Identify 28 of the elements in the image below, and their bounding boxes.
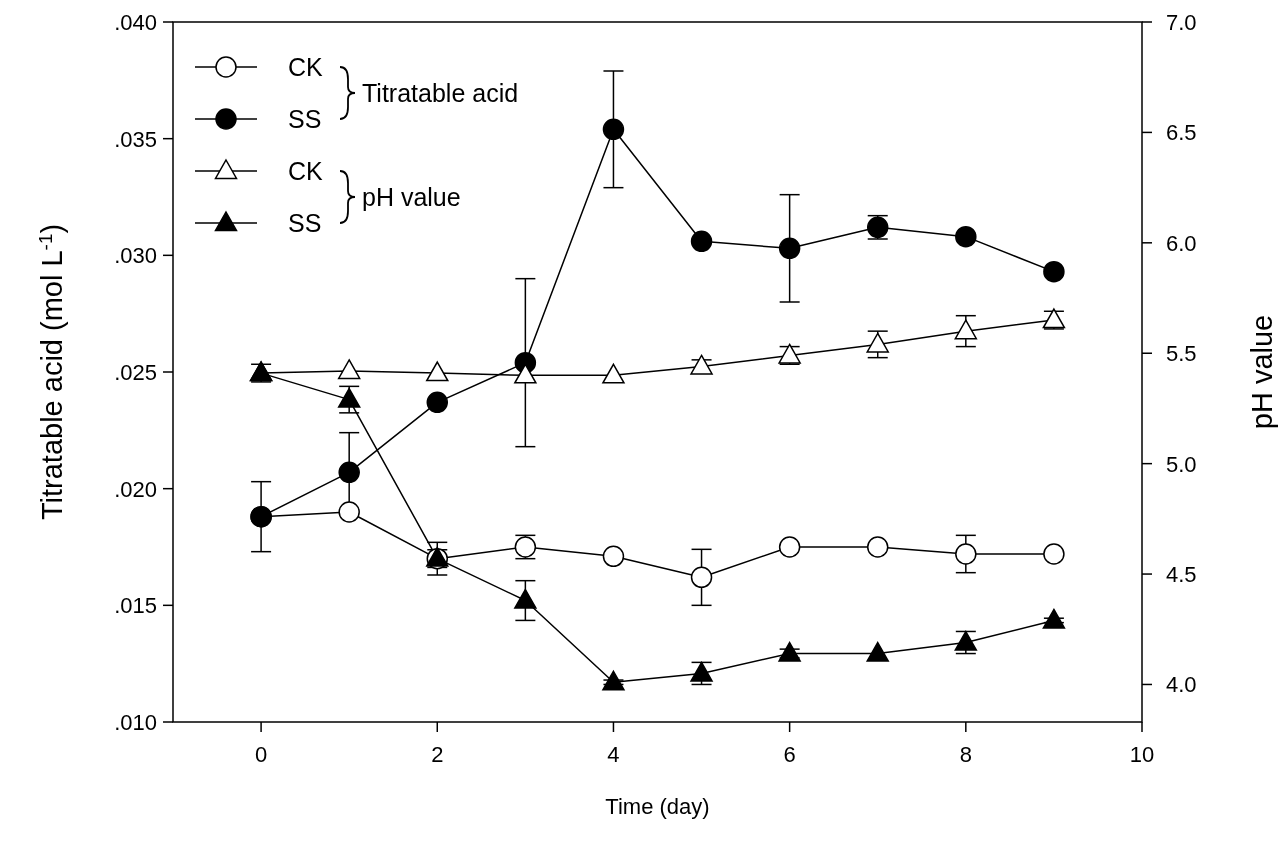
- y2-tick-label: 5.0: [1166, 451, 1197, 477]
- y2-tick-label: 4.0: [1166, 672, 1197, 698]
- y-tick-label: .010: [114, 710, 157, 735]
- y2-axis-title: pH value: [1246, 314, 1278, 430]
- y2-tick-label: 6.5: [1166, 120, 1197, 146]
- annotation: pH value: [362, 183, 461, 211]
- y2-tick-label: 4.5: [1166, 562, 1197, 588]
- y-tick-label: .015: [114, 593, 157, 619]
- y2-tick-label: 6.0: [1166, 230, 1197, 256]
- y-tick-label: .030: [114, 243, 157, 269]
- x-tick-label: 0: [254, 742, 268, 767]
- x-tick-label: 4: [607, 742, 620, 767]
- y2-tick-label: 5.5: [1166, 341, 1197, 367]
- x-tick-label: 8: [959, 742, 972, 767]
- legend-label: CK: [288, 53, 324, 81]
- y2-tick-label: 7.0: [1166, 10, 1197, 35]
- annotation: Titratable acid: [362, 79, 519, 107]
- y-tick-label: .040: [114, 10, 157, 35]
- x-tick-label: 10: [1129, 742, 1155, 767]
- x-axis-title: Time (day): [605, 794, 710, 819]
- x-tick-label: 2: [431, 742, 444, 767]
- legend-label: SS: [288, 209, 322, 237]
- legend-label: SS: [288, 105, 322, 133]
- x-tick-label: 6: [783, 742, 796, 767]
- y-tick-label: .020: [114, 476, 157, 502]
- y-tick-label: .035: [114, 126, 157, 152]
- legend-label: CK: [288, 157, 324, 185]
- y-tick-label: .025: [114, 360, 157, 385]
